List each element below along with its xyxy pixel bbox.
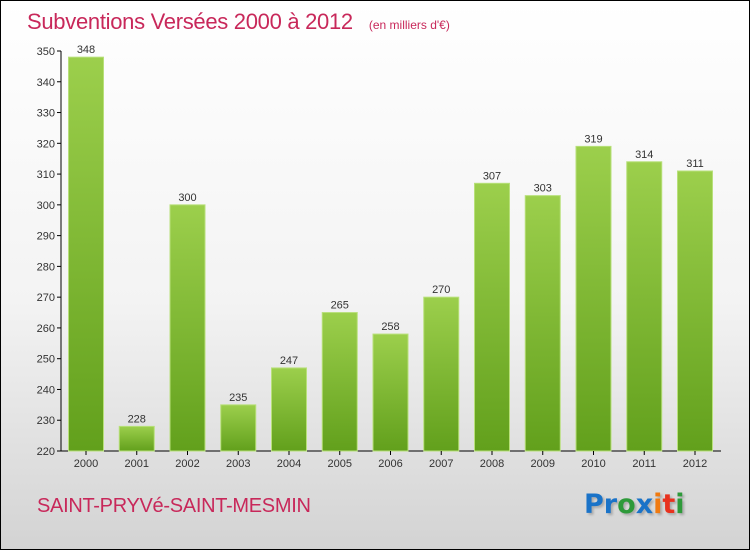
y-tick-label: 300 [37, 200, 55, 212]
data-label-2006: 258 [381, 321, 399, 333]
bar-2005 [321, 312, 358, 452]
chart-unit: (en milliers d'€) [368, 18, 450, 32]
y-tick-label: 230 [37, 415, 55, 427]
x-tick-label: 2008 [480, 458, 504, 470]
bar-2006 [372, 333, 409, 452]
proxiti-logo: Proxiti [584, 489, 685, 520]
y-tick-label: 350 [37, 46, 55, 58]
x-tick-label: 2007 [429, 458, 453, 470]
data-label-2003: 235 [229, 392, 247, 404]
y-tick-label: 330 [37, 108, 55, 120]
y-tick-label: 250 [37, 354, 55, 366]
data-label-2000: 348 [77, 44, 95, 56]
data-label-2008: 307 [483, 170, 501, 182]
y-tick-label: 240 [37, 384, 55, 396]
chart-title: Subventions Versées 2000 à 2012 [27, 9, 353, 34]
data-label-2005: 265 [331, 300, 349, 312]
bar-2012 [677, 170, 713, 452]
y-tick-label: 260 [37, 323, 55, 335]
bar-2008 [474, 182, 510, 452]
data-label-2007: 270 [432, 284, 450, 296]
bar-2010 [575, 145, 612, 452]
y-tick-label: 270 [37, 292, 55, 304]
bar-2011 [626, 161, 663, 452]
x-tick-label: 2010 [581, 458, 605, 470]
y-tick-label: 280 [37, 261, 55, 273]
x-tick-label: 2003 [226, 458, 250, 470]
x-tick-label: 2004 [277, 458, 301, 470]
data-label-2012: 311 [686, 158, 704, 170]
data-label-2004: 247 [280, 355, 298, 367]
bar-2001 [118, 425, 155, 452]
data-label-2001: 228 [128, 413, 146, 425]
x-tick-label: 2001 [125, 458, 149, 470]
x-tick-label: 2000 [74, 458, 98, 470]
y-tick-label: 290 [37, 231, 55, 243]
bar-2003 [220, 404, 257, 452]
x-tick-label: 2006 [378, 458, 402, 470]
x-tick-label: 2002 [175, 458, 199, 470]
chart-header: Subventions Versées 2000 à 2012 (en mill… [27, 9, 450, 35]
bar-2004 [271, 367, 307, 452]
y-tick-label: 310 [37, 169, 55, 181]
data-label-2002: 300 [178, 192, 196, 204]
y-tick-label: 220 [37, 446, 55, 458]
bar-2007 [423, 296, 460, 452]
bar-2000 [68, 56, 104, 452]
x-tick-label: 2011 [632, 458, 656, 470]
data-label-2011: 314 [635, 149, 653, 161]
data-label-2009: 303 [534, 183, 552, 195]
y-tick-label: 320 [37, 138, 55, 150]
x-tick-label: 2005 [328, 458, 352, 470]
data-label-2010: 319 [584, 133, 602, 145]
bar-2002 [169, 204, 206, 452]
x-tick-label: 2009 [531, 458, 555, 470]
y-tick-label: 340 [37, 77, 55, 89]
bar-2009 [524, 195, 561, 452]
x-tick-label: 2012 [683, 458, 707, 470]
commune-name: SAINT-PRYVé-SAINT-MESMIN [37, 495, 311, 517]
